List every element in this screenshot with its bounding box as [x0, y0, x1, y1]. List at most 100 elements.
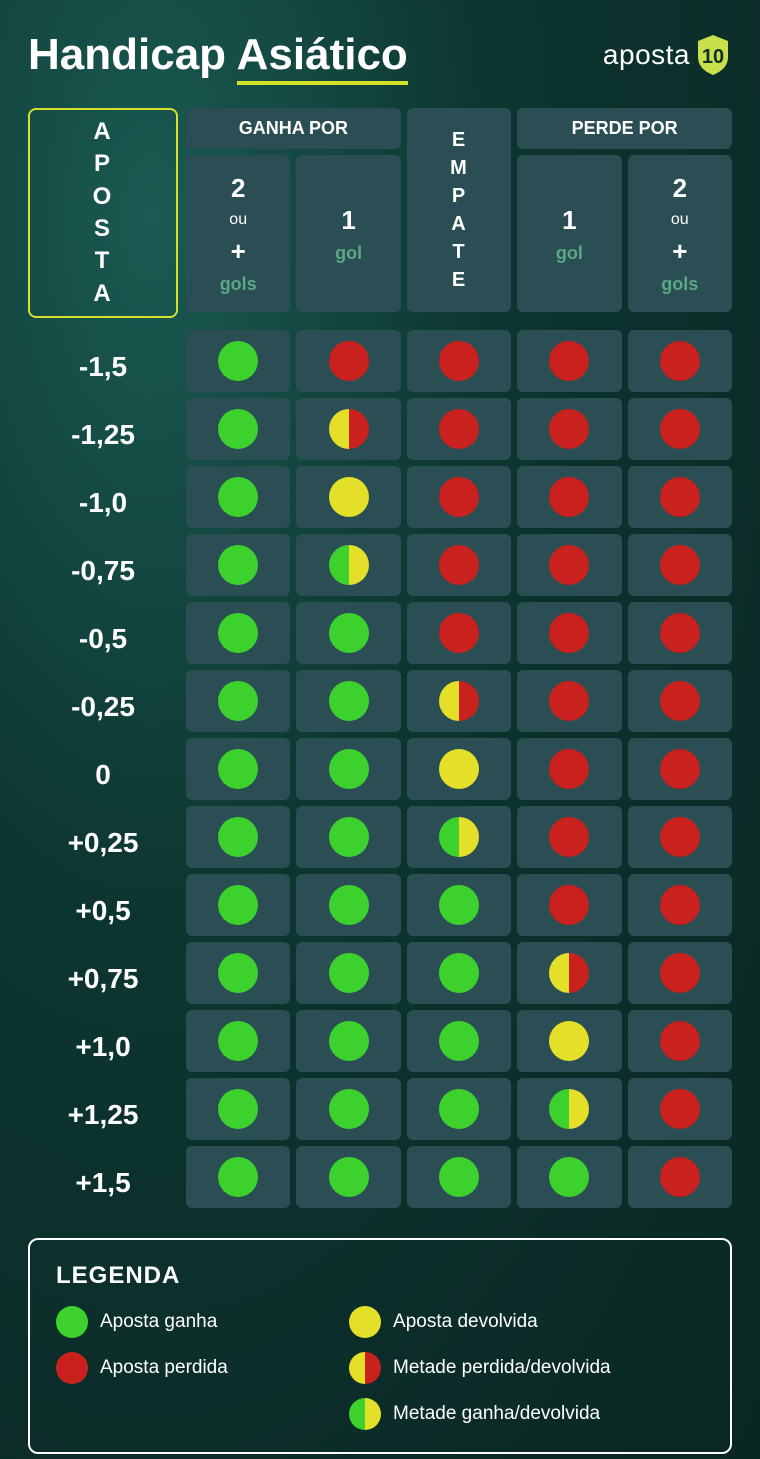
- legend-item: Aposta ganha: [56, 1306, 329, 1338]
- header-empate: EMPATE: [407, 108, 511, 312]
- aposta-letter: T: [95, 245, 112, 277]
- outcome-dot-red: [660, 885, 700, 925]
- outcome-cell: [296, 466, 400, 528]
- outcome-cell: [296, 534, 400, 596]
- sub-header: 2 ou + gols: [186, 155, 290, 312]
- aposta-label-box: APOSTA: [28, 108, 178, 318]
- title-underlined: Asiático: [237, 30, 408, 85]
- outcome-cell: [407, 806, 511, 868]
- outcome-dot-green: [218, 749, 258, 789]
- outcome-dot-yellow-red: [439, 681, 479, 721]
- aposta-letter: S: [94, 213, 112, 245]
- outcome-cell: [407, 466, 511, 528]
- outcome-dot-green: [218, 885, 258, 925]
- outcome-dot-green: [329, 749, 369, 789]
- outcome-cell: [296, 398, 400, 460]
- outcome-cell: [517, 1010, 621, 1072]
- outcome-cell: [407, 942, 511, 1004]
- outcome-dot-green: [329, 953, 369, 993]
- table-header: GANHA POREMPATEPERDE POR2 ou + gols1 gol…: [186, 108, 732, 312]
- legend-item: Metade perdida/devolvida: [349, 1352, 704, 1384]
- outcome-dot-green: [549, 1157, 589, 1197]
- empate-letter: T: [452, 238, 465, 266]
- outcome-dot-green: [329, 1157, 369, 1197]
- outcome-cell: [186, 330, 290, 392]
- outcome-dot-green: [218, 341, 258, 381]
- outcome-cell: [407, 330, 511, 392]
- empate-letter: E: [452, 266, 466, 294]
- data-row: [186, 942, 732, 1004]
- brand-logo: aposta 10: [603, 33, 732, 77]
- handicap-label: +0,75: [28, 948, 178, 1010]
- outcome-dot-red: [660, 341, 700, 381]
- legend-label: Metade perdida/devolvida: [393, 1357, 611, 1379]
- outcome-cell: [628, 874, 732, 936]
- legend-label: Aposta perdida: [100, 1357, 228, 1379]
- legend-box: LEGENDA Aposta ganhaAposta devolvidaApos…: [28, 1238, 732, 1454]
- outcome-cell: [628, 534, 732, 596]
- legend-dot-yellow: [349, 1306, 381, 1338]
- outcome-dot-yellow-red: [549, 953, 589, 993]
- outcome-dot-red: [329, 341, 369, 381]
- title-part-1: Handicap: [28, 30, 237, 79]
- outcome-cell: [186, 806, 290, 868]
- outcome-dot-green: [329, 817, 369, 857]
- empate-letter: P: [452, 182, 466, 210]
- outcome-dot-yellow: [329, 477, 369, 517]
- outcome-dot-green: [329, 1021, 369, 1061]
- outcome-cell: [628, 398, 732, 460]
- aposta-letter: A: [93, 278, 112, 310]
- header-perde-por: PERDE POR: [517, 108, 732, 149]
- outcome-dot-red: [660, 1021, 700, 1061]
- handicap-label: -0,75: [28, 540, 178, 602]
- outcome-cell: [517, 1078, 621, 1140]
- handicap-label: -0,5: [28, 608, 178, 670]
- empate-letter: A: [451, 210, 466, 238]
- outcome-dot-red: [439, 613, 479, 653]
- outcome-dot-green-yellow: [549, 1089, 589, 1129]
- outcome-cell: [407, 398, 511, 460]
- outcome-dot-red: [549, 817, 589, 857]
- outcome-dot-yellow: [549, 1021, 589, 1061]
- data-row: [186, 1010, 732, 1072]
- outcome-cell: [628, 738, 732, 800]
- data-row: [186, 398, 732, 460]
- outcome-cell: [628, 806, 732, 868]
- outcome-dot-red: [660, 749, 700, 789]
- legend-label: Metade ganha/devolvida: [393, 1403, 600, 1425]
- logo-shield-icon: 10: [694, 33, 732, 77]
- outcome-cell: [407, 738, 511, 800]
- outcome-dot-red: [549, 545, 589, 585]
- outcome-dot-red: [549, 409, 589, 449]
- handicap-label: -1,5: [28, 336, 178, 398]
- handicap-label: -0,25: [28, 676, 178, 738]
- outcome-cell: [628, 466, 732, 528]
- outcome-cell: [296, 806, 400, 868]
- outcome-cell: [296, 1078, 400, 1140]
- outcome-cell: [296, 670, 400, 732]
- handicap-label: -1,25: [28, 404, 178, 466]
- outcome-cell: [186, 1146, 290, 1208]
- sub-header: 2 ou + gols: [628, 155, 732, 312]
- outcome-cell: [296, 330, 400, 392]
- outcome-cell: [186, 398, 290, 460]
- outcome-cell: [296, 602, 400, 664]
- outcome-dot-red: [439, 545, 479, 585]
- outcome-dot-yellow: [439, 749, 479, 789]
- outcome-cell: [407, 534, 511, 596]
- outcome-cell: [186, 1078, 290, 1140]
- outcome-dot-green: [329, 613, 369, 653]
- handicap-table: APOSTA -1,5-1,25-1,0-0,75-0,5-0,250+0,25…: [28, 108, 732, 1214]
- empate-letter: E: [452, 126, 466, 154]
- outcome-cell: [628, 330, 732, 392]
- outcome-cell: [628, 670, 732, 732]
- outcome-cell: [186, 942, 290, 1004]
- empate-letter: M: [450, 154, 468, 182]
- outcome-cell: [517, 398, 621, 460]
- logo-number: 10: [702, 46, 724, 68]
- outcome-cell: [186, 670, 290, 732]
- page-title: Handicap Asiático: [28, 30, 408, 80]
- aposta-letter: P: [94, 148, 112, 180]
- legend-item: Aposta devolvida: [349, 1306, 704, 1338]
- outcome-dot-red: [549, 749, 589, 789]
